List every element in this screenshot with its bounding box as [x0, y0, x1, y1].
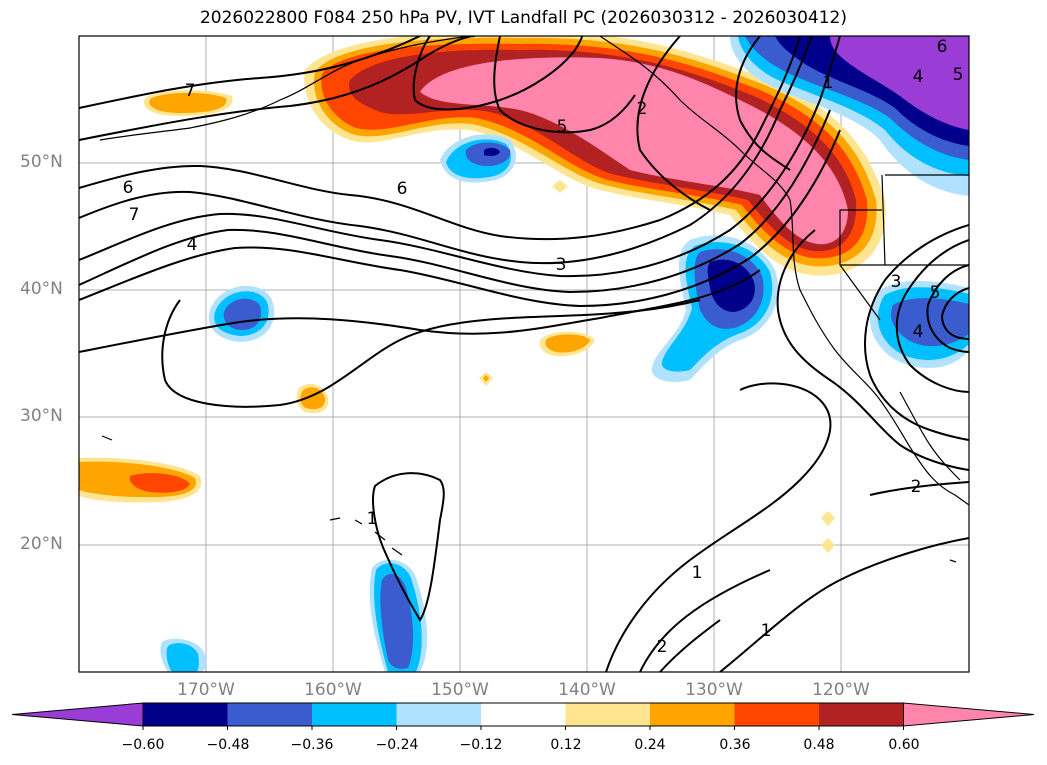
colorbar-extend-high: [903, 702, 1035, 727]
contour-label: 6: [937, 37, 948, 57]
contour-label: 5: [557, 117, 568, 137]
coastlines: [99, 36, 969, 563]
contour-label: 4: [187, 235, 198, 255]
lon-label-120w: 120°W: [812, 680, 870, 700]
colorbar-segment: [312, 703, 397, 726]
contour-label: 7: [185, 81, 196, 101]
contour-label: 6: [123, 178, 134, 198]
lat-label-40n: 40°N: [20, 279, 63, 299]
colorbar-tick-label: −0.24: [375, 737, 419, 753]
colorbar-segment: [819, 703, 904, 726]
small-anomaly-features: [79, 90, 835, 672]
negative-anomaly-canada: [730, 36, 969, 196]
colorbar-tick-label: 0.48: [803, 737, 835, 753]
contour-label: 6: [397, 179, 408, 199]
contour-label: 2: [657, 637, 668, 657]
lon-label-140w: 140°W: [558, 680, 616, 700]
contour-label: 1: [761, 621, 772, 641]
colorbar-tick-label: −0.12: [459, 737, 503, 753]
contour-label: 2: [911, 477, 922, 497]
colorbar-segment: [650, 703, 735, 726]
lon-label-170w: 170°W: [177, 680, 235, 700]
colorbar-segment: [734, 703, 820, 726]
lon-label-150w: 150°W: [431, 680, 489, 700]
contour-label: 7: [129, 205, 140, 225]
contour-label: 5: [953, 65, 964, 85]
colorbar-extend-low: [11, 702, 144, 727]
contour-label: 1: [692, 563, 703, 583]
colorbar-tick-label: 0.24: [634, 737, 666, 753]
colorbar-tick-label: 0.36: [719, 737, 751, 753]
colorbar-frame: [142, 702, 904, 727]
colorbar-tick-label: 0.12: [550, 737, 582, 753]
lat-label-50n: 50°N: [20, 152, 63, 172]
colorbar-tick-label: −0.36: [290, 737, 334, 753]
map-title: 2026022800 F084 250 hPa PV, IVT Landfall…: [199, 8, 847, 28]
lat-label-30n: 30°N: [20, 406, 63, 426]
pv-contours: [79, 36, 969, 672]
contour-label: 4: [913, 322, 924, 342]
contour-label: 1: [367, 509, 378, 529]
map-frame: [78, 35, 970, 673]
lat-label-20n: 20°N: [20, 534, 63, 554]
colorbar-segment: [481, 703, 566, 726]
contour-label: 2: [637, 99, 648, 119]
colorbar-segment: [396, 703, 482, 726]
colorbar-tick-label: 0.60: [888, 737, 920, 753]
colorbar-tick-label: −0.60: [121, 737, 165, 753]
colorbar-segment: [565, 703, 651, 726]
colorbar-segment: [143, 703, 228, 726]
lon-label-160w: 160°W: [304, 680, 362, 700]
contour-label: 3: [891, 272, 902, 292]
colorbar-tick-label: −0.48: [206, 737, 250, 753]
lon-label-130w: 130°W: [685, 680, 743, 700]
colorbar-segment: [227, 703, 313, 726]
contour-label: 3: [556, 255, 567, 275]
contour-label: 4: [913, 67, 924, 87]
contour-label: 5: [930, 283, 941, 303]
contour-label: 1: [823, 73, 834, 93]
